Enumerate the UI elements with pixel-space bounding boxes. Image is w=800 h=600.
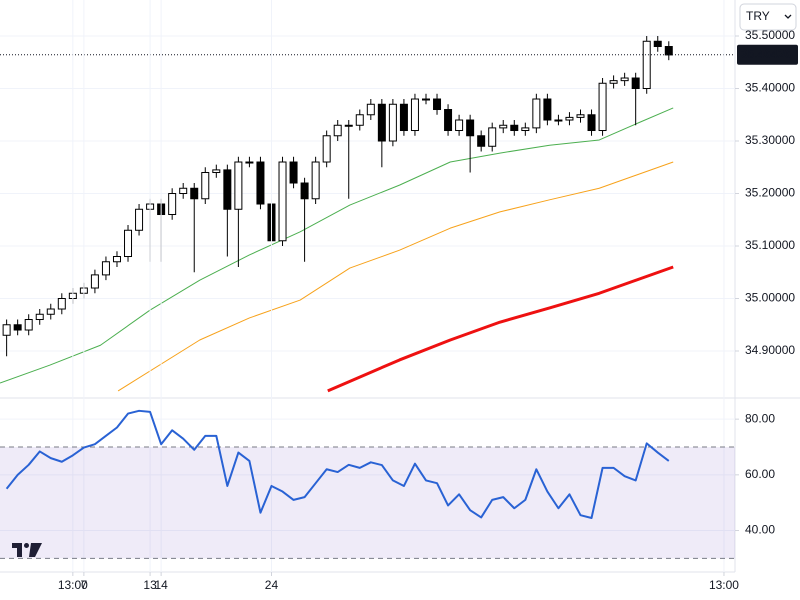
y-tick-label: 35.10000 — [745, 238, 795, 252]
candle-body — [399, 103, 408, 132]
x-tick-label: 13 — [143, 578, 157, 592]
x-tick-label: 13:00 — [709, 578, 739, 592]
candle-body — [664, 46, 673, 56]
line-series — [5, 409, 670, 519]
candle-body — [322, 135, 331, 163]
candle-body — [112, 256, 121, 263]
selector-chevron[interactable] — [784, 14, 792, 19]
candle-body — [344, 124, 353, 127]
candle-body — [256, 161, 265, 205]
logo-part — [12, 543, 22, 557]
candle-body — [168, 193, 177, 216]
candle-body — [587, 114, 596, 132]
candle-body — [499, 124, 508, 129]
line-series — [117, 161, 674, 392]
candle-body — [278, 161, 287, 242]
x-tick-label: 14 — [154, 578, 168, 592]
candle-body — [532, 98, 541, 129]
candle-body — [455, 119, 464, 132]
candle-body — [598, 82, 607, 132]
line-series — [327, 265, 674, 393]
candle-body — [234, 161, 243, 210]
candle-body — [565, 116, 574, 121]
candle-body — [642, 40, 651, 90]
logo-part — [24, 543, 29, 548]
candle-body — [35, 313, 44, 321]
candle-body — [388, 103, 397, 142]
candle-body — [24, 319, 33, 331]
x-tick-label: 7 — [81, 578, 88, 592]
candle-body — [466, 119, 475, 137]
candle-body — [212, 169, 221, 174]
candle-body — [46, 308, 55, 315]
currency-selector[interactable]: TRY — [739, 3, 797, 31]
candle-body — [576, 114, 585, 118]
y-tick-label: 35.30000 — [745, 133, 795, 147]
candle-body — [488, 127, 497, 147]
candle-body — [620, 77, 629, 82]
candle-body — [510, 124, 519, 132]
selector-label[interactable]: TRY — [746, 9, 770, 23]
candle-body — [90, 274, 99, 289]
line-series — [0, 107, 674, 384]
candle-body — [554, 119, 563, 122]
candle-body — [300, 182, 309, 200]
y-tick-label: 80.00 — [745, 411, 775, 425]
y-tick-label: 35.50000 — [745, 28, 795, 42]
candle-body — [245, 161, 254, 164]
candle-body — [201, 172, 210, 200]
y-tick-label: 35.20000 — [745, 186, 795, 200]
candle-body — [377, 103, 386, 142]
candle-body — [223, 169, 232, 210]
candle-body — [410, 98, 419, 132]
candle-body — [609, 80, 618, 84]
candle-body — [13, 324, 22, 331]
reference-band — [0, 446, 735, 559]
panel: 34.90000 35.00000 35.10000 35.20000 35.30000… — [0, 28, 798, 393]
candle-body — [311, 161, 320, 200]
x-tick-label: 13:00 — [58, 578, 88, 592]
candle-body — [333, 124, 342, 137]
candle-body — [57, 298, 66, 310]
candle-body — [433, 98, 442, 111]
candle-body — [289, 161, 298, 184]
candle-body — [366, 103, 375, 116]
candle-body — [631, 77, 640, 90]
last-price-box — [737, 44, 798, 65]
candle-body — [444, 109, 453, 132]
candle-body — [355, 114, 364, 126]
candle-body — [653, 40, 662, 48]
candle-body — [190, 187, 199, 200]
candle-body — [124, 229, 133, 258]
candle-body — [179, 187, 188, 195]
candle-body — [421, 98, 430, 101]
y-tick-label: 35.40000 — [745, 81, 795, 95]
logo — [12, 543, 42, 557]
selector-box[interactable] — [739, 3, 797, 31]
y-tick-label: 34.90000 — [745, 343, 795, 357]
x-tick-label: 24 — [265, 578, 279, 592]
candle-body — [543, 98, 552, 121]
candle-body — [521, 127, 530, 132]
candle-body — [135, 208, 144, 231]
y-tick-label: 40.00 — [745, 523, 775, 537]
logo-part — [29, 543, 42, 557]
candle-body — [477, 135, 486, 147]
candle-body — [101, 261, 110, 276]
last-price-label: 35.46426 — [741, 47, 791, 61]
candle-body — [2, 324, 11, 336]
y-tick-label: 35.00000 — [745, 291, 795, 305]
y-tick-label: 60.00 — [745, 467, 775, 481]
